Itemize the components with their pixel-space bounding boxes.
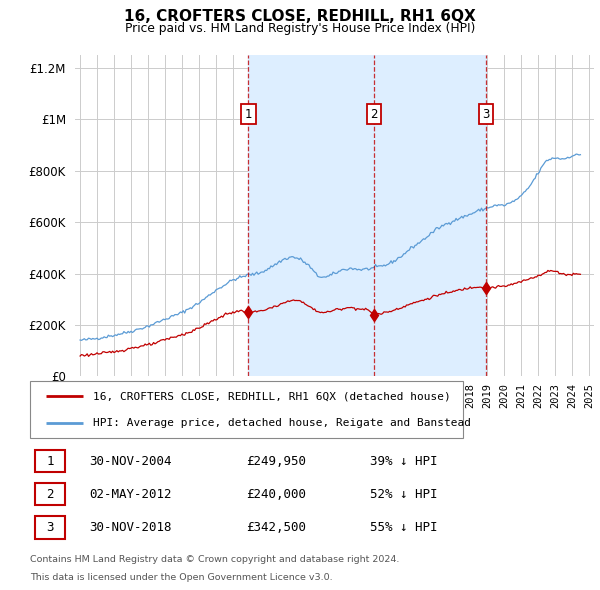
Text: £240,000: £240,000 xyxy=(246,487,306,501)
FancyBboxPatch shape xyxy=(35,483,65,506)
Text: 39% ↓ HPI: 39% ↓ HPI xyxy=(370,454,438,468)
Text: £249,950: £249,950 xyxy=(246,454,306,468)
Text: 2: 2 xyxy=(370,107,378,120)
Text: 3: 3 xyxy=(482,107,490,120)
Text: 30-NOV-2018: 30-NOV-2018 xyxy=(89,520,172,534)
Text: Contains HM Land Registry data © Crown copyright and database right 2024.: Contains HM Land Registry data © Crown c… xyxy=(30,555,400,563)
FancyBboxPatch shape xyxy=(30,381,463,438)
FancyBboxPatch shape xyxy=(35,450,65,473)
Text: HPI: Average price, detached house, Reigate and Banstead: HPI: Average price, detached house, Reig… xyxy=(94,418,472,428)
FancyBboxPatch shape xyxy=(35,516,65,539)
Text: 1: 1 xyxy=(47,454,54,468)
Text: Price paid vs. HM Land Registry's House Price Index (HPI): Price paid vs. HM Land Registry's House … xyxy=(125,22,475,35)
Text: 02-MAY-2012: 02-MAY-2012 xyxy=(89,487,172,501)
Text: 16, CROFTERS CLOSE, REDHILL, RH1 6QX: 16, CROFTERS CLOSE, REDHILL, RH1 6QX xyxy=(124,9,476,24)
Text: 30-NOV-2004: 30-NOV-2004 xyxy=(89,454,172,468)
Text: £342,500: £342,500 xyxy=(246,520,306,534)
Text: 52% ↓ HPI: 52% ↓ HPI xyxy=(370,487,438,501)
Bar xyxy=(248,55,486,376)
Text: 55% ↓ HPI: 55% ↓ HPI xyxy=(370,520,438,534)
Text: This data is licensed under the Open Government Licence v3.0.: This data is licensed under the Open Gov… xyxy=(30,573,332,582)
Text: 1: 1 xyxy=(245,107,252,120)
Text: 2: 2 xyxy=(47,487,54,501)
Text: 3: 3 xyxy=(47,520,54,534)
Text: 16, CROFTERS CLOSE, REDHILL, RH1 6QX (detached house): 16, CROFTERS CLOSE, REDHILL, RH1 6QX (de… xyxy=(94,391,451,401)
